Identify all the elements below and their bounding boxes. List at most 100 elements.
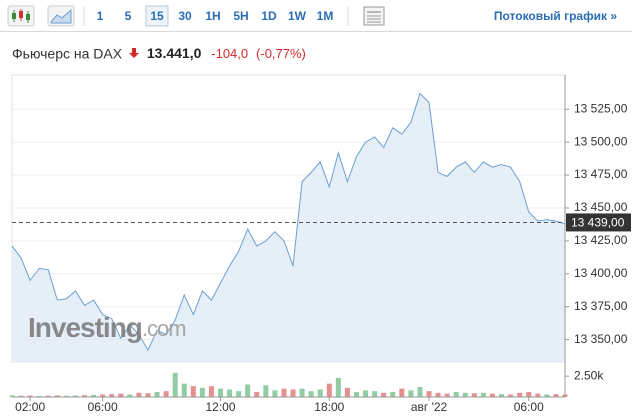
y-tick-label: 13 350,00 xyxy=(574,332,628,346)
x-tick-label: 06:00 xyxy=(514,400,544,414)
area-icon[interactable] xyxy=(47,5,75,27)
volume-bar xyxy=(91,394,97,397)
volume-bar xyxy=(363,390,369,397)
interval-button[interactable]: 1D xyxy=(261,9,277,23)
volume-bar xyxy=(444,393,450,397)
volume-bar xyxy=(245,384,251,397)
interval-button[interactable]: 5H xyxy=(233,9,248,23)
volume-bar xyxy=(508,394,514,397)
volume-bar xyxy=(517,392,523,397)
volume-bar xyxy=(9,395,15,397)
x-tick-label: 06:00 xyxy=(88,400,118,414)
interval-button[interactable]: 5 xyxy=(125,9,132,23)
volume-bar xyxy=(499,394,505,397)
candles-icon[interactable] xyxy=(7,5,35,27)
volume-bar xyxy=(45,395,51,397)
volume-bar xyxy=(535,393,541,397)
volume-bar xyxy=(172,372,178,397)
y-tick-label: 13 375,00 xyxy=(574,299,628,313)
volume-bar xyxy=(109,394,115,397)
volume-bar xyxy=(218,388,224,397)
volume-bar xyxy=(118,393,124,397)
instrument-title: Фьючерс на DAX xyxy=(12,45,123,62)
volume-bar xyxy=(145,393,151,397)
volume-bar xyxy=(190,386,196,397)
volume-bar xyxy=(426,391,432,397)
volume-bar xyxy=(317,389,323,397)
interval-button[interactable]: 30 xyxy=(178,9,192,23)
volume-bar xyxy=(18,395,24,397)
stream-link[interactable]: Потоковый график » xyxy=(494,9,617,23)
volume-bar xyxy=(254,392,260,397)
title-row: Фьючерс на DAX 13.441,0 -104,0 (-0,77%) xyxy=(12,44,306,61)
volume-bar xyxy=(63,395,69,397)
change-percent: (-0,77%) xyxy=(256,45,306,61)
down-arrow xyxy=(128,48,139,59)
last-price-box xyxy=(566,213,631,232)
watermark-main: Investing xyxy=(28,312,142,343)
volume-bar xyxy=(272,390,278,397)
volume-bar xyxy=(326,383,332,397)
volume-bar xyxy=(163,391,169,397)
volume-bar xyxy=(54,395,60,397)
volume-bar xyxy=(408,390,414,397)
volume-bar xyxy=(227,389,233,397)
toolbar: Потоковый график » 1 5 15 30 1H 5H 1D 1W 1M xyxy=(0,5,632,32)
interval-button[interactable]: 1 xyxy=(97,9,104,23)
watermark-suffix: .com xyxy=(142,316,186,341)
watermark: Investing.com xyxy=(28,312,186,343)
volume-bar xyxy=(353,392,359,397)
volume-bar xyxy=(344,387,350,397)
volume-bar xyxy=(480,392,486,397)
volume-bar xyxy=(72,395,78,397)
volume-bar xyxy=(471,393,477,397)
volume-bar xyxy=(381,392,387,397)
y-tick-label: 13 475,00 xyxy=(574,167,628,181)
x-tick-label: 02:00 xyxy=(15,400,45,414)
area xyxy=(12,93,565,363)
volume-bar xyxy=(435,392,441,397)
volume-bar xyxy=(453,392,459,397)
volume-bar xyxy=(462,392,468,397)
volume-bar xyxy=(263,385,269,397)
volume-bar xyxy=(27,395,33,397)
volume-bar xyxy=(299,388,305,397)
x-tick-label: авг '22 xyxy=(411,400,448,414)
interval-button[interactable]: 1M xyxy=(317,9,334,23)
volume-bar xyxy=(390,392,396,397)
volume-bar xyxy=(290,389,296,397)
last-price: 13.441,0 xyxy=(146,45,202,62)
volume-bar xyxy=(281,388,287,397)
volume-bar xyxy=(526,392,532,397)
volume-bar xyxy=(154,392,160,397)
volume-bar xyxy=(544,394,550,397)
last-price-label: 13 439,00 xyxy=(571,216,625,230)
y-tick-label: 13 500,00 xyxy=(574,134,628,148)
active-interval xyxy=(145,5,169,27)
price-line xyxy=(11,92,566,352)
y-tick-label: 13 425,00 xyxy=(574,233,628,247)
y-tick-label: 13 400,00 xyxy=(574,266,628,280)
y-tick-label: 13 450,00 xyxy=(574,200,628,214)
y2-tick-label: 2.50k xyxy=(574,368,604,382)
volume-bar xyxy=(236,391,242,397)
volume-bar xyxy=(489,393,495,397)
volume-bar xyxy=(127,394,133,397)
volume-bar xyxy=(308,391,314,397)
volume-bar xyxy=(100,394,106,397)
interval-button[interactable]: 15 xyxy=(150,9,164,23)
volume-bar xyxy=(199,387,205,397)
change: -104,0 xyxy=(211,45,249,61)
volume-bar xyxy=(208,386,214,397)
volume-bar xyxy=(417,387,423,397)
volume-bar xyxy=(335,377,341,397)
interval-button[interactable]: 1H xyxy=(205,9,220,23)
table-icon[interactable] xyxy=(363,6,385,26)
x-tick-label: 12:00 xyxy=(205,400,235,414)
volume-bar xyxy=(136,392,142,397)
plot xyxy=(11,74,566,363)
y-tick-label: 13 525,00 xyxy=(574,101,628,115)
interval-button[interactable]: 1W xyxy=(288,9,307,23)
